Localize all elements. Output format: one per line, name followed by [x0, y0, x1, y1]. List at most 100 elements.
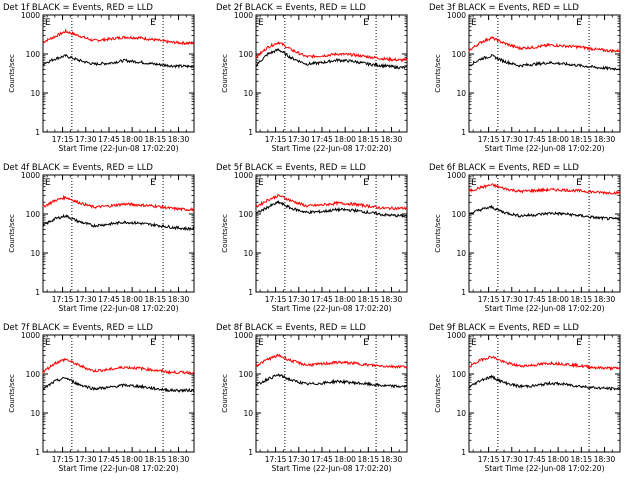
y-tick-label: 10 [243, 89, 253, 98]
y-tick-label: 10 [243, 249, 253, 258]
x-axis-label: Start Time (22-Jun-08 17:02:20) [59, 144, 179, 153]
y-tick-label: 1000 [447, 11, 466, 20]
x-tick-label: 18:30 [594, 455, 616, 464]
marker-letter-right: E [363, 18, 369, 28]
x-tick-label: 17:30 [501, 295, 523, 304]
y-tick-label: 1000 [234, 171, 253, 180]
marker-letter-left: E [258, 178, 264, 188]
x-tick-label: 17:45 [524, 135, 546, 144]
marker-letter-right: E [363, 338, 369, 348]
y-axis-label: Counts/sec [434, 374, 442, 413]
plot-title: Det 4f BLACK = Events, RED = LLD [3, 163, 153, 173]
x-tick-label: 17:15 [52, 295, 74, 304]
y-tick-label: 1000 [21, 171, 40, 180]
x-tick-label: 17:30 [75, 455, 97, 464]
y-tick-label: 1000 [21, 11, 40, 20]
plot-frame [255, 334, 408, 453]
marker-letter-left: E [45, 178, 51, 188]
y-tick-label: 1 [35, 128, 40, 137]
x-tick-label: 17:45 [98, 455, 120, 464]
y-tick-label: 1 [248, 288, 253, 297]
detector-plot-6: Det 6f BLACK = Events, RED = LLD 1 10 100 10… [429, 163, 621, 313]
series-line-events [42, 54, 195, 69]
plot-title: Det 8f BLACK = Events, RED = LLD [216, 323, 366, 333]
x-tick-label: 18:00 [334, 455, 356, 464]
x-tick-label: 18:15 [571, 295, 593, 304]
y-tick-label: 10 [456, 89, 466, 98]
series-line-lld [468, 355, 621, 371]
x-tick-label: 18:00 [334, 135, 356, 144]
plot-title: Det 2f BLACK = Events, RED = LLD [216, 3, 366, 13]
x-tick-label: 17:45 [524, 295, 546, 304]
x-tick-label: 17:30 [288, 295, 310, 304]
x-tick-label: 17:30 [288, 455, 310, 464]
plot-frame [468, 174, 621, 293]
plot-frame [468, 334, 621, 453]
x-tick-label: 17:15 [478, 455, 500, 464]
y-axis-label: Counts/sec [434, 54, 442, 93]
series-line-events [42, 376, 195, 393]
y-tick-label: 1 [461, 288, 466, 297]
x-tick-label: 18:30 [594, 295, 616, 304]
x-axis-label: Start Time (22-Jun-08 17:02:20) [272, 464, 392, 473]
plot-frame [255, 14, 408, 133]
series-line-lld [255, 193, 408, 211]
y-tick-label: 100 [26, 50, 41, 59]
x-tick-label: 17:45 [311, 295, 333, 304]
y-tick-label: 100 [239, 50, 254, 59]
y-tick-label: 100 [239, 210, 254, 219]
y-tick-label: 100 [26, 370, 41, 379]
plot-frame [42, 174, 195, 293]
x-tick-label: 18:15 [358, 295, 380, 304]
y-tick-label: 1000 [234, 331, 253, 340]
marker-letter-left: E [45, 338, 51, 348]
x-tick-label: 18:30 [168, 135, 190, 144]
y-tick-label: 10 [30, 249, 40, 258]
x-tick-label: 17:15 [478, 295, 500, 304]
y-tick-label: 10 [456, 249, 466, 258]
x-tick-label: 18:15 [358, 135, 380, 144]
x-tick-label: 18:15 [571, 135, 593, 144]
series-line-events [255, 48, 408, 70]
x-tick-label: 17:30 [501, 135, 523, 144]
y-axis-label: Counts/sec [8, 54, 16, 93]
y-tick-label: 1 [461, 448, 466, 457]
x-tick-label: 17:45 [524, 455, 546, 464]
x-tick-label: 18:15 [571, 455, 593, 464]
detector-plot-3: Det 3f BLACK = Events, RED = LLD 1 10 100 10… [429, 3, 621, 153]
y-tick-label: 1000 [234, 11, 253, 20]
x-axis-label: Start Time (22-Jun-08 17:02:20) [272, 304, 392, 313]
detector-plot-8: Det 8f BLACK = Events, RED = LLD 1 10 100 10… [216, 323, 408, 473]
x-tick-label: 18:00 [121, 455, 143, 464]
x-axis-label: Start Time (22-Jun-08 17:02:20) [485, 304, 605, 313]
x-axis-label: Start Time (22-Jun-08 17:02:20) [59, 304, 179, 313]
marker-letter-right: E [576, 338, 582, 348]
series-line-lld [468, 36, 621, 54]
y-axis-label: Counts/sec [8, 214, 16, 253]
marker-letter-left: E [471, 338, 477, 348]
series-line-lld [468, 183, 621, 195]
y-axis-label: Counts/sec [221, 54, 229, 93]
y-tick-label: 1000 [447, 331, 466, 340]
x-axis-label: Start Time (22-Jun-08 17:02:20) [272, 144, 392, 153]
x-tick-label: 18:00 [547, 135, 569, 144]
x-tick-label: 18:15 [145, 135, 167, 144]
y-tick-label: 1000 [447, 171, 466, 180]
x-tick-label: 18:30 [168, 455, 190, 464]
x-tick-label: 18:30 [168, 295, 190, 304]
plot-title: Det 6f BLACK = Events, RED = LLD [429, 163, 579, 173]
plot-frame [42, 14, 195, 133]
marker-letter-left: E [258, 18, 264, 28]
x-tick-label: 18:30 [381, 455, 403, 464]
y-tick-label: 100 [452, 370, 467, 379]
marker-letter-left: E [45, 18, 51, 28]
x-tick-label: 18:15 [358, 455, 380, 464]
y-tick-label: 10 [243, 409, 253, 418]
series-line-events [468, 53, 621, 71]
x-tick-label: 17:45 [98, 295, 120, 304]
detector-plot-9: Det 9f BLACK = Events, RED = LLD 1 10 100 10… [429, 323, 621, 473]
x-tick-label: 17:45 [311, 135, 333, 144]
marker-letter-left: E [471, 18, 477, 28]
x-tick-label: 18:00 [547, 295, 569, 304]
